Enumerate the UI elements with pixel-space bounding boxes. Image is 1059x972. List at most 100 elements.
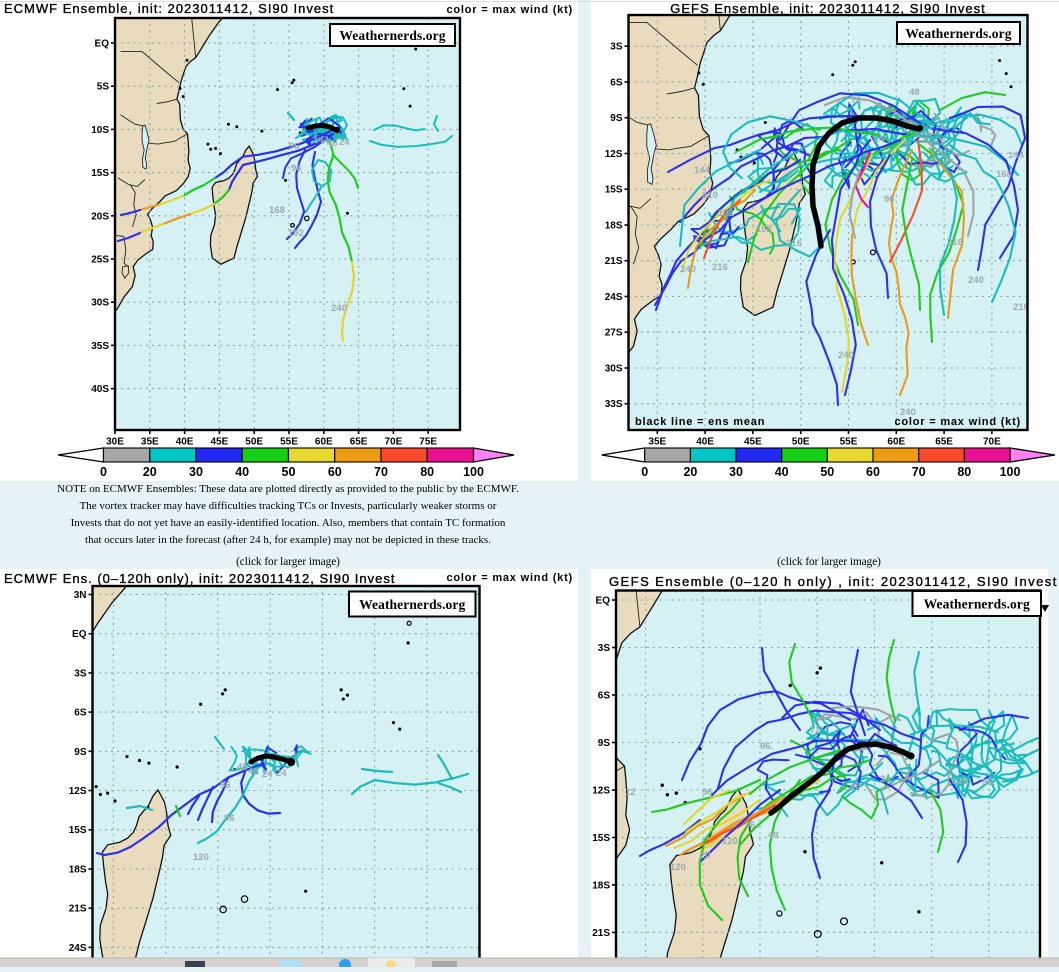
svg-text:70: 70	[374, 465, 388, 479]
svg-text:240: 240	[331, 303, 347, 314]
svg-text:168: 168	[269, 205, 285, 216]
svg-text:Weathernerds.org: Weathernerds.org	[924, 597, 1030, 612]
svg-text:60E: 60E	[887, 437, 905, 448]
svg-text:Weathernerds.org: Weathernerds.org	[905, 26, 1011, 41]
svg-text:168: 168	[996, 169, 1012, 180]
svg-text:144: 144	[1008, 150, 1025, 161]
svg-text:18S: 18S	[592, 880, 610, 891]
svg-text:70E: 70E	[385, 437, 403, 448]
svg-text:192: 192	[718, 208, 734, 219]
svg-text:21S: 21S	[605, 256, 623, 267]
svg-text:24: 24	[276, 768, 287, 779]
svg-text:(click for larger image): (click for larger image)	[236, 556, 340, 568]
svg-text:45E: 45E	[744, 437, 762, 448]
svg-text:75E: 75E	[419, 437, 437, 448]
svg-text:80: 80	[420, 465, 434, 479]
svg-text:100: 100	[1000, 465, 1021, 479]
svg-text:65E: 65E	[350, 437, 368, 448]
svg-text:15S: 15S	[91, 168, 109, 179]
svg-text:0: 0	[641, 465, 648, 479]
svg-text:6S: 6S	[74, 708, 87, 719]
svg-text:20: 20	[683, 465, 697, 479]
svg-text:6S: 6S	[598, 691, 611, 702]
svg-text:25S: 25S	[91, 255, 109, 266]
svg-text:48: 48	[327, 138, 338, 149]
svg-text:12: 12	[625, 787, 636, 798]
svg-text:6S: 6S	[610, 78, 623, 89]
svg-text:GEFS Ensemble, init: 202301141: GEFS Ensemble, init: 2023011412, SI90 In…	[670, 1, 985, 16]
svg-text:EQ: EQ	[596, 596, 611, 607]
svg-text:96.: 96.	[982, 777, 995, 788]
svg-text:40E: 40E	[696, 437, 714, 448]
svg-text:35E: 35E	[648, 437, 666, 448]
svg-text:96: 96	[289, 141, 300, 152]
svg-text:40S: 40S	[91, 384, 109, 395]
svg-text:NOTE on ECMWF Ensembles: These: NOTE on ECMWF Ensembles: These data are …	[57, 483, 519, 495]
svg-text:70: 70	[912, 465, 926, 479]
svg-text:60: 60	[866, 465, 880, 479]
svg-text:black line = ens mean: black line = ens mean	[635, 416, 765, 428]
svg-text:EQ: EQ	[72, 629, 87, 640]
svg-text:ECMWF Ens. (0–120h only), init: ECMWF Ens. (0–120h only), init: 20230114…	[4, 571, 396, 586]
svg-text:50: 50	[282, 465, 296, 479]
svg-text:192: 192	[288, 228, 304, 239]
svg-text:color = max wind (kt): color = max wind (kt)	[894, 416, 1021, 428]
svg-text:40: 40	[775, 465, 789, 479]
svg-text:55E: 55E	[280, 437, 298, 448]
svg-text:24: 24	[880, 774, 891, 785]
svg-text:20: 20	[143, 465, 157, 479]
svg-text:Invests that do not yet have a: Invests that do not yet have an easily-i…	[71, 517, 506, 529]
svg-text:24: 24	[262, 769, 273, 780]
svg-text:Weathernerds.org: Weathernerds.org	[359, 597, 465, 612]
svg-text:45E: 45E	[211, 437, 229, 448]
svg-text:30E: 30E	[106, 437, 124, 448]
svg-text:color = max wind (kt): color = max wind (kt)	[446, 4, 573, 16]
svg-text:9S: 9S	[598, 738, 611, 749]
svg-text:240: 240	[968, 275, 984, 286]
svg-text:that occurs later in the forec: that occurs later in the forecast (after…	[85, 534, 491, 546]
svg-text:96: 96	[224, 813, 235, 824]
svg-text:18S: 18S	[69, 865, 87, 876]
svg-text:color = max wind (kt): color = max wind (kt)	[446, 572, 573, 584]
svg-text:18S: 18S	[605, 221, 623, 232]
svg-text:120: 120	[952, 776, 968, 787]
svg-text:12S: 12S	[592, 786, 610, 797]
svg-text:70E: 70E	[983, 437, 1001, 448]
svg-text:48: 48	[768, 830, 779, 841]
svg-text:3N: 3N	[74, 590, 87, 601]
svg-text:48: 48	[909, 87, 920, 98]
svg-text:35S: 35S	[91, 341, 109, 352]
svg-text:5S: 5S	[97, 82, 110, 93]
svg-text:30: 30	[189, 465, 203, 479]
svg-text:60E: 60E	[315, 437, 333, 448]
svg-text:12S: 12S	[69, 786, 87, 797]
svg-text:24: 24	[339, 137, 350, 148]
svg-text:15S: 15S	[605, 185, 623, 196]
svg-text:48: 48	[850, 781, 861, 792]
svg-text:27S: 27S	[605, 328, 623, 339]
svg-text:55E: 55E	[840, 437, 858, 448]
svg-text:216: 216	[947, 237, 963, 248]
svg-text:80: 80	[957, 465, 971, 479]
svg-text:40E: 40E	[176, 437, 194, 448]
svg-text:3S: 3S	[610, 42, 623, 53]
svg-text:GEFS Ensemble (0–120 h only) ,: GEFS Ensemble (0–120 h only) , init: 202…	[609, 574, 1058, 589]
svg-text:210: 210	[702, 190, 718, 201]
svg-text:3S: 3S	[598, 643, 611, 654]
svg-text:100: 100	[463, 465, 484, 479]
svg-text:72: 72	[851, 95, 862, 106]
svg-text:120: 120	[722, 836, 738, 847]
svg-text:30S: 30S	[91, 298, 109, 309]
svg-text:240: 240	[838, 350, 854, 361]
svg-text:10S: 10S	[91, 125, 109, 136]
svg-text:(click for larger image): (click for larger image)	[777, 556, 881, 568]
svg-text:24S: 24S	[605, 292, 623, 303]
svg-text:96: 96	[702, 787, 713, 798]
svg-text:21S: 21S	[592, 928, 610, 939]
svg-text:120: 120	[193, 852, 209, 863]
svg-text:240: 240	[680, 264, 696, 275]
svg-text:20S: 20S	[91, 211, 109, 222]
svg-text:24: 24	[874, 134, 885, 145]
svg-text:96: 96	[745, 820, 756, 831]
svg-text:33S: 33S	[605, 399, 623, 410]
